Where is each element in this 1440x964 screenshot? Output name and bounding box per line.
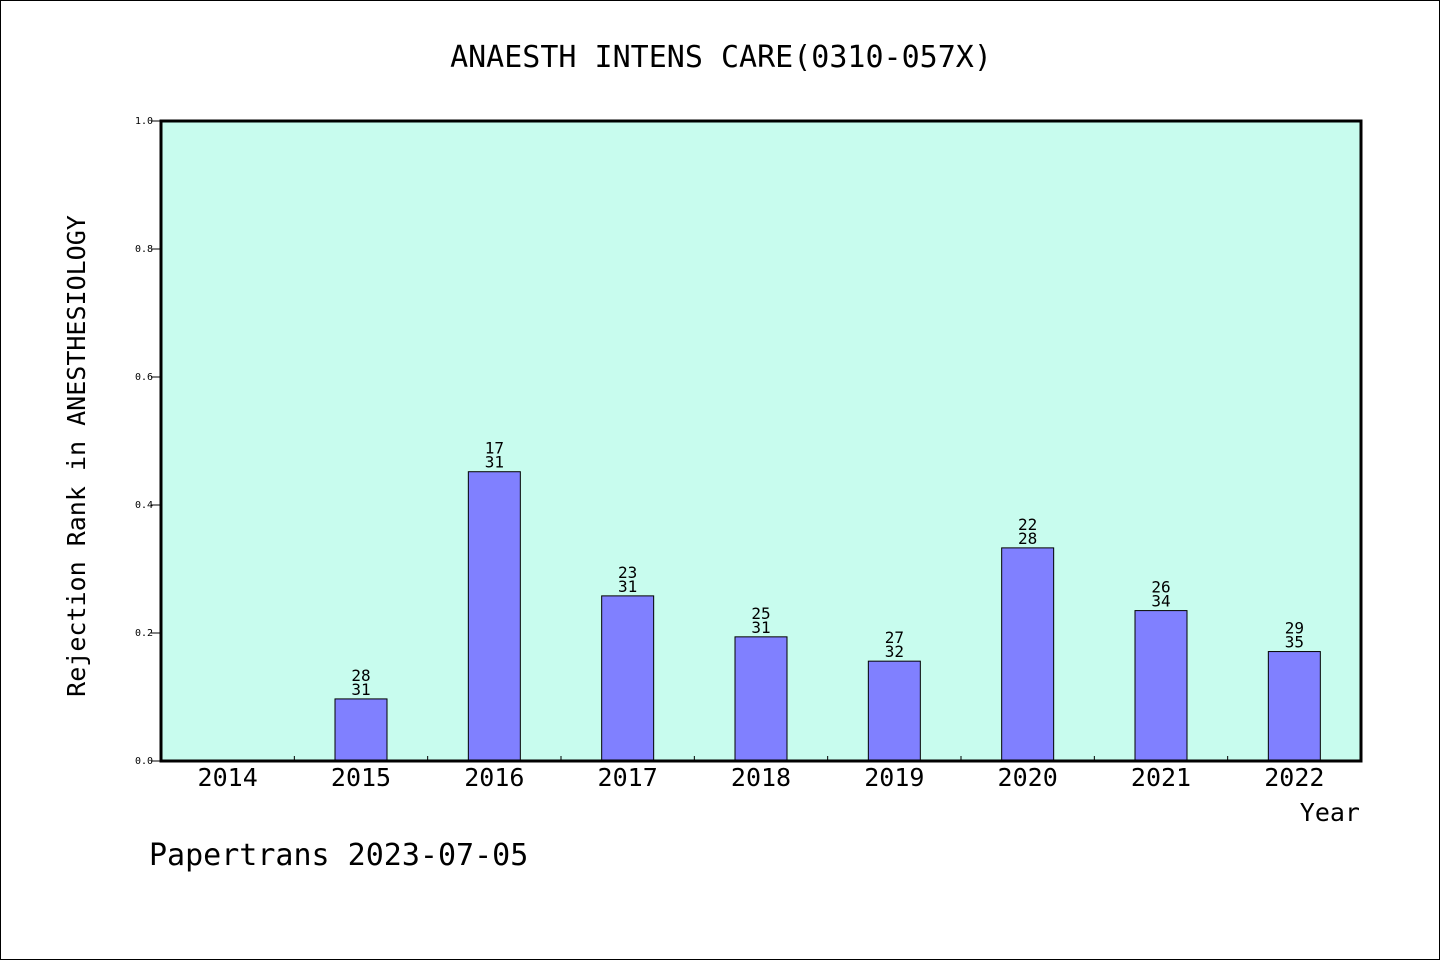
bar-rank-label: 28 xyxy=(351,666,370,685)
chart-title: ANAESTH INTENS CARE(0310-057X) xyxy=(450,40,992,75)
bar xyxy=(1001,547,1055,762)
x-axis-label: Year xyxy=(1300,798,1360,827)
x-tick-label: 2022 xyxy=(1264,763,1324,792)
x-tick-label: 2015 xyxy=(331,763,391,792)
x-tick-label: 2021 xyxy=(1131,763,1191,792)
bar xyxy=(601,595,655,762)
bar xyxy=(334,698,388,762)
x-tick-label: 2018 xyxy=(731,763,791,792)
y-tick-label: 0.6 xyxy=(135,372,153,383)
plot-border xyxy=(159,119,1363,763)
bar-rank-label: 17 xyxy=(485,439,504,458)
bar-total-label: 34 xyxy=(1151,592,1170,611)
bar-total-label: 31 xyxy=(751,618,770,637)
x-tick-label: 2014 xyxy=(198,763,258,792)
bar-total-label: 28 xyxy=(1018,529,1037,548)
y-tick-label: 0.4 xyxy=(135,500,153,511)
y-tick-label: 0.8 xyxy=(135,244,153,255)
bar-total-label: 31 xyxy=(485,453,504,472)
bar-rank-label: 29 xyxy=(1285,619,1304,638)
bar-total-label: 31 xyxy=(351,680,370,699)
bar xyxy=(867,660,921,762)
bar-rank-label: 22 xyxy=(1018,515,1037,534)
bar-rank-label: 26 xyxy=(1151,578,1170,597)
bar-total-label: 35 xyxy=(1285,633,1304,652)
bar-total-label: 32 xyxy=(885,642,904,661)
bar-rank-label: 23 xyxy=(618,563,637,582)
bar xyxy=(1267,651,1321,762)
x-tick-label: 2017 xyxy=(598,763,658,792)
bar-rank-label: 25 xyxy=(751,604,770,623)
bar xyxy=(1134,610,1188,762)
x-tick-label: 2016 xyxy=(464,763,524,792)
y-tick-label: 0.0 xyxy=(135,756,153,767)
footer-credit: Papertrans 2023-07-05 xyxy=(149,838,528,873)
y-tick-label: 0.2 xyxy=(135,628,153,639)
bar-rank-label: 27 xyxy=(885,628,904,647)
x-tick-label: 2020 xyxy=(998,763,1058,792)
x-tick-label: 2019 xyxy=(864,763,924,792)
bar xyxy=(734,636,788,762)
bar-total-label: 31 xyxy=(618,577,637,596)
bar xyxy=(467,471,521,762)
y-tick-label: 1.0 xyxy=(135,116,153,127)
y-axis-label: Rejection Rank in ANESTHESIOLOGY xyxy=(62,215,91,697)
